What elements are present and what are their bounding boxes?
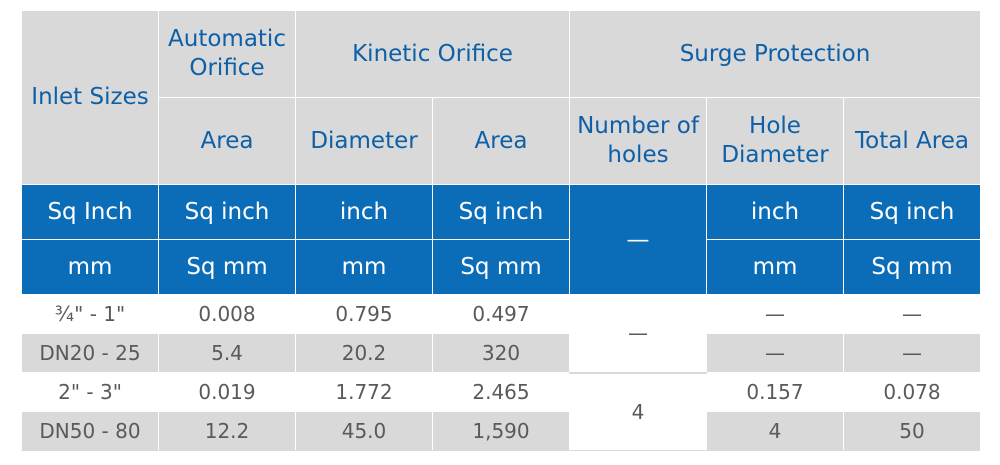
- unit-hole-diameter-metric: mm: [706, 239, 844, 295]
- cell-auto-area: 12.2: [158, 411, 296, 451]
- unit-auto-area-metric: Sq mm: [158, 239, 296, 295]
- unit-auto-area-imperial: Sq inch: [158, 184, 296, 240]
- cell-hole-diameter: —: [706, 294, 844, 334]
- cell-hole-diameter: 4: [706, 411, 844, 451]
- cell-total-area: 0.078: [842, 372, 982, 412]
- unit-holes: —: [569, 184, 707, 295]
- header-number-of-holes: Number of holes: [569, 97, 707, 185]
- cell-inlet: DN20 - 25: [21, 333, 159, 373]
- header-automatic-orifice: Automatic Orifice: [158, 10, 296, 98]
- cell-hole-diameter: —: [706, 333, 844, 373]
- unit-kinetic-area-metric: Sq mm: [432, 239, 570, 295]
- cell-inlet: 2" - 3": [21, 372, 159, 412]
- cell-kinetic-area: 1,590: [432, 411, 570, 451]
- cell-hole-diameter: 0.157: [706, 372, 844, 412]
- unit-holes-dash: —: [626, 226, 650, 253]
- unit-kinetic-diameter-metric: mm: [295, 239, 433, 295]
- cell-kinetic-area: 0.497: [432, 294, 570, 334]
- unit-inlet-imperial: Sq Inch: [21, 184, 159, 240]
- unit-total-area-metric: Sq mm: [842, 239, 982, 295]
- cell-auto-area: 0.019: [158, 372, 296, 412]
- unit-kinetic-diameter-imperial: inch: [295, 184, 433, 240]
- unit-kinetic-area-imperial: Sq inch: [432, 184, 570, 240]
- header-kinetic-area: Area: [432, 97, 570, 185]
- unit-inlet-metric: mm: [21, 239, 159, 295]
- header-inlet-sizes: Inlet Sizes: [21, 10, 159, 185]
- cell-auto-area: 5.4: [158, 333, 296, 373]
- cell-total-area: —: [842, 333, 982, 373]
- header-auto-area: Area: [158, 97, 296, 185]
- cell-kinetic-area: 320: [432, 333, 570, 373]
- header-hole-diameter: Hole Diameter: [706, 97, 844, 185]
- cell-number-of-holes: 4: [569, 371, 707, 451]
- cell-kinetic-area: 2.465: [432, 372, 570, 412]
- cell-total-area: —: [842, 294, 982, 334]
- header-total-area: Total Area: [842, 97, 982, 185]
- header-kinetic-orifice: Kinetic Orifice: [295, 10, 570, 98]
- cell-inlet: ¾" - 1": [21, 294, 159, 334]
- table-bottom-border: [21, 450, 980, 451]
- header-kinetic-diameter: Diameter: [295, 97, 433, 185]
- cell-number-of-holes: —: [569, 294, 707, 373]
- cell-kinetic-diameter: 0.795: [295, 294, 433, 334]
- cell-kinetic-diameter: 1.772: [295, 372, 433, 412]
- unit-hole-diameter-imperial: inch: [706, 184, 844, 240]
- unit-total-area-imperial: Sq inch: [842, 184, 982, 240]
- spec-table: Inlet Sizes Automatic Orifice Kinetic Or…: [21, 10, 982, 451]
- cell-kinetic-diameter: 45.0: [295, 411, 433, 451]
- cell-total-area: 50: [842, 411, 982, 451]
- cell-auto-area: 0.008: [158, 294, 296, 334]
- cell-kinetic-diameter: 20.2: [295, 333, 433, 373]
- cell-inlet: DN50 - 80: [21, 411, 159, 451]
- header-surge-protection: Surge Protection: [568, 10, 982, 98]
